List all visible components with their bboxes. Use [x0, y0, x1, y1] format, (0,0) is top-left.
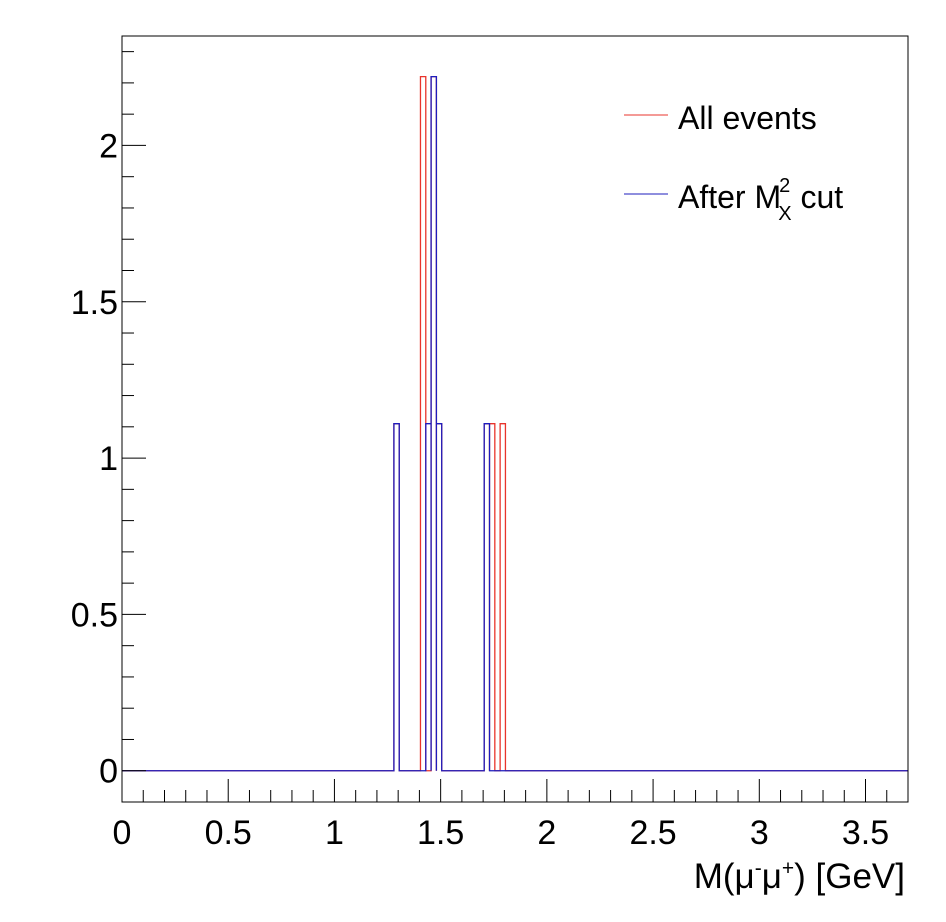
ticks-layer	[121, 51, 909, 802]
x-tick-label: 2	[537, 814, 556, 852]
legend-label-all-events: All events	[678, 100, 817, 136]
legend: All events After M2 X cut	[624, 100, 843, 225]
x-tick-label: 3	[750, 814, 769, 852]
x-tick-label: 1.5	[417, 814, 464, 852]
y-tick-label: 0.5	[71, 596, 118, 634]
x-tick-label: 2.5	[629, 814, 676, 852]
y-tick-label: 1	[99, 440, 118, 478]
y-tick-label: 0	[99, 753, 118, 791]
series-layer	[122, 75, 908, 772]
labels-layer: 0 0.5 1 1.5 2 2.5 3 3.5 0 0.5 1 1.5 2	[71, 127, 889, 852]
x-tick-label: 1	[325, 814, 344, 852]
y-tick-label: 2	[99, 127, 118, 165]
x-tick-label: 0.5	[205, 814, 252, 852]
series-after-cut	[122, 75, 908, 772]
plot-frame	[121, 35, 909, 803]
x-tick-label: 3.5	[842, 814, 889, 852]
x-axis-title: M(μ-μ+) [GeV]	[694, 857, 905, 896]
y-tick-label: 1.5	[71, 284, 118, 322]
legend-label-after-cut: After M2 X cut	[678, 175, 843, 225]
x-tick-label: 0	[113, 814, 132, 852]
